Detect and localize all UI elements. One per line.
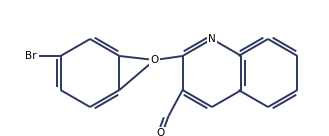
Text: N: N <box>208 34 216 44</box>
Text: Br: Br <box>25 51 37 61</box>
Text: O: O <box>150 55 159 65</box>
Text: O: O <box>156 128 165 136</box>
